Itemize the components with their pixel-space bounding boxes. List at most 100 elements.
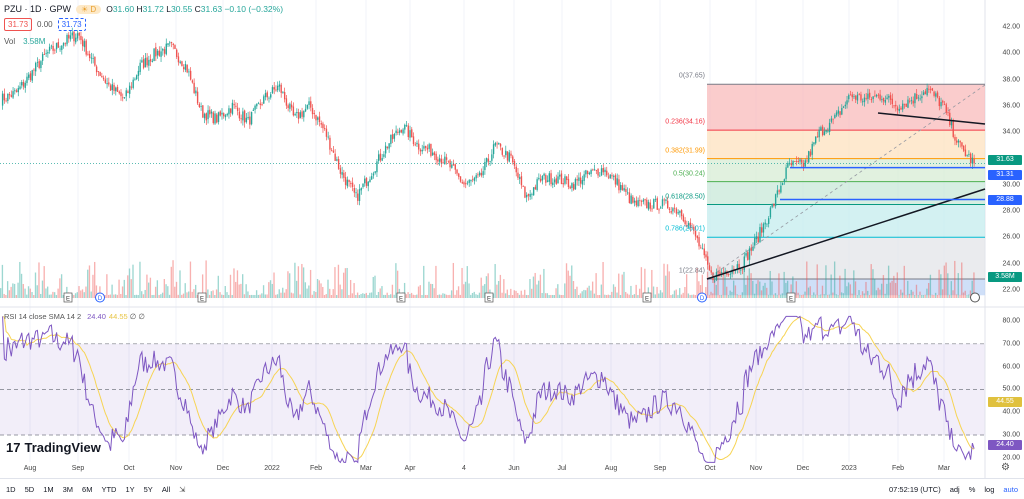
volume-bar	[849, 284, 851, 298]
volume-bar	[410, 292, 413, 298]
candle	[487, 158, 490, 162]
volume-bar	[692, 294, 695, 298]
range-button-ytd[interactable]: YTD	[101, 484, 117, 494]
volume-bar	[924, 294, 926, 298]
earnings-marker	[197, 292, 207, 303]
percent-toggle[interactable]: %	[968, 484, 976, 494]
candle	[593, 169, 596, 171]
volume-bar	[729, 290, 731, 298]
candle	[369, 179, 371, 183]
candle	[903, 103, 906, 105]
candle	[111, 84, 113, 91]
candle	[285, 98, 288, 106]
candle	[318, 116, 321, 123]
rsi-axis-label: 80.00	[1002, 317, 1020, 325]
candle	[236, 107, 239, 112]
settings-gear-icon[interactable]: ⚙	[1001, 462, 1010, 473]
candle	[278, 84, 281, 87]
candle	[912, 100, 914, 104]
candle	[889, 95, 892, 100]
candle	[741, 268, 744, 270]
candle	[454, 164, 456, 170]
sell-button[interactable]: 31.73	[4, 18, 33, 31]
volume-bar	[811, 294, 813, 298]
volume-bar	[454, 294, 456, 298]
candle	[484, 161, 486, 171]
volume-bar	[774, 293, 777, 298]
volume-bar	[113, 294, 115, 298]
candle	[245, 117, 248, 123]
volume-bar	[245, 284, 247, 298]
volume-bar	[231, 294, 233, 298]
candle	[877, 94, 880, 96]
candle	[478, 172, 481, 176]
volume-bar	[405, 294, 408, 298]
candle	[846, 100, 848, 105]
candle	[209, 109, 211, 115]
candle	[463, 182, 465, 185]
buy-button[interactable]: 31.73	[57, 18, 86, 31]
volume-bar	[283, 292, 286, 298]
volume-bar	[879, 289, 881, 298]
volume-bar	[663, 263, 665, 298]
tv-logo-icon: 17	[6, 440, 21, 455]
candle	[357, 193, 359, 201]
candle	[557, 176, 559, 184]
range-button-5d[interactable]: 5D	[24, 484, 35, 494]
volume-bar	[644, 268, 646, 298]
candle	[106, 83, 108, 85]
range-button-1d[interactable]: 1D	[6, 484, 16, 494]
volume-bar	[579, 293, 582, 298]
volume-bar	[588, 285, 590, 298]
volume-bar	[957, 273, 959, 298]
candle	[774, 194, 777, 207]
range-button-6m[interactable]: 6M	[82, 484, 93, 494]
date-range-icon[interactable]: ⇲	[179, 484, 186, 494]
fib-level-label: 0.382(31.99)	[665, 147, 705, 155]
volume-bar	[755, 283, 757, 298]
range-button-1m[interactable]: 1M	[43, 484, 54, 494]
candle	[865, 98, 867, 99]
candle	[228, 108, 230, 115]
candle	[158, 50, 161, 56]
volume-bar	[388, 294, 390, 298]
candle	[795, 161, 798, 162]
candle	[92, 57, 94, 59]
candle	[68, 34, 70, 39]
volume-bar	[224, 286, 226, 298]
volume-bar	[762, 285, 764, 298]
symbol-title[interactable]: PZU · 1D · GPW	[4, 4, 71, 14]
candle	[135, 75, 138, 80]
time-axis-label: Dec	[796, 465, 810, 472]
auto-toggle[interactable]: auto	[1003, 484, 1018, 494]
log-toggle[interactable]: log	[984, 484, 995, 494]
volume-bar	[416, 294, 418, 298]
candle	[287, 105, 289, 108]
adj-toggle[interactable]: adj	[949, 484, 960, 494]
volume-bar	[541, 292, 543, 298]
range-button-1y[interactable]: 1Y	[125, 484, 135, 494]
candle	[400, 129, 403, 133]
volume-bar	[297, 266, 300, 298]
volume-bar	[236, 270, 239, 298]
candle	[734, 270, 737, 271]
market-status-badge[interactable]: ☀ D	[76, 4, 102, 14]
range-button-3m[interactable]: 3M	[62, 484, 74, 494]
fib-zone	[707, 181, 985, 205]
candle	[898, 108, 900, 112]
range-button-5y[interactable]: 5Y	[143, 484, 153, 494]
candle	[743, 256, 746, 270]
candle	[477, 174, 479, 176]
clock[interactable]: 07:52:19 (UTC)	[889, 484, 941, 494]
volume-bar	[537, 280, 540, 298]
volume-bar	[308, 285, 310, 298]
tradingview-logo[interactable]: 17 TradingView	[6, 440, 101, 455]
range-button-all[interactable]: All	[161, 484, 171, 494]
volume-bar	[309, 269, 312, 298]
candle	[691, 226, 693, 228]
time-axis[interactable]: Aug Sep Oct Nov Dec 2022 Feb Mar Apr 4 Jun Jul Aug Se…	[0, 462, 985, 476]
fib-level-label: 0.786(26.01)	[665, 225, 705, 233]
volume-bar	[637, 294, 639, 298]
volume-bar	[884, 293, 886, 298]
